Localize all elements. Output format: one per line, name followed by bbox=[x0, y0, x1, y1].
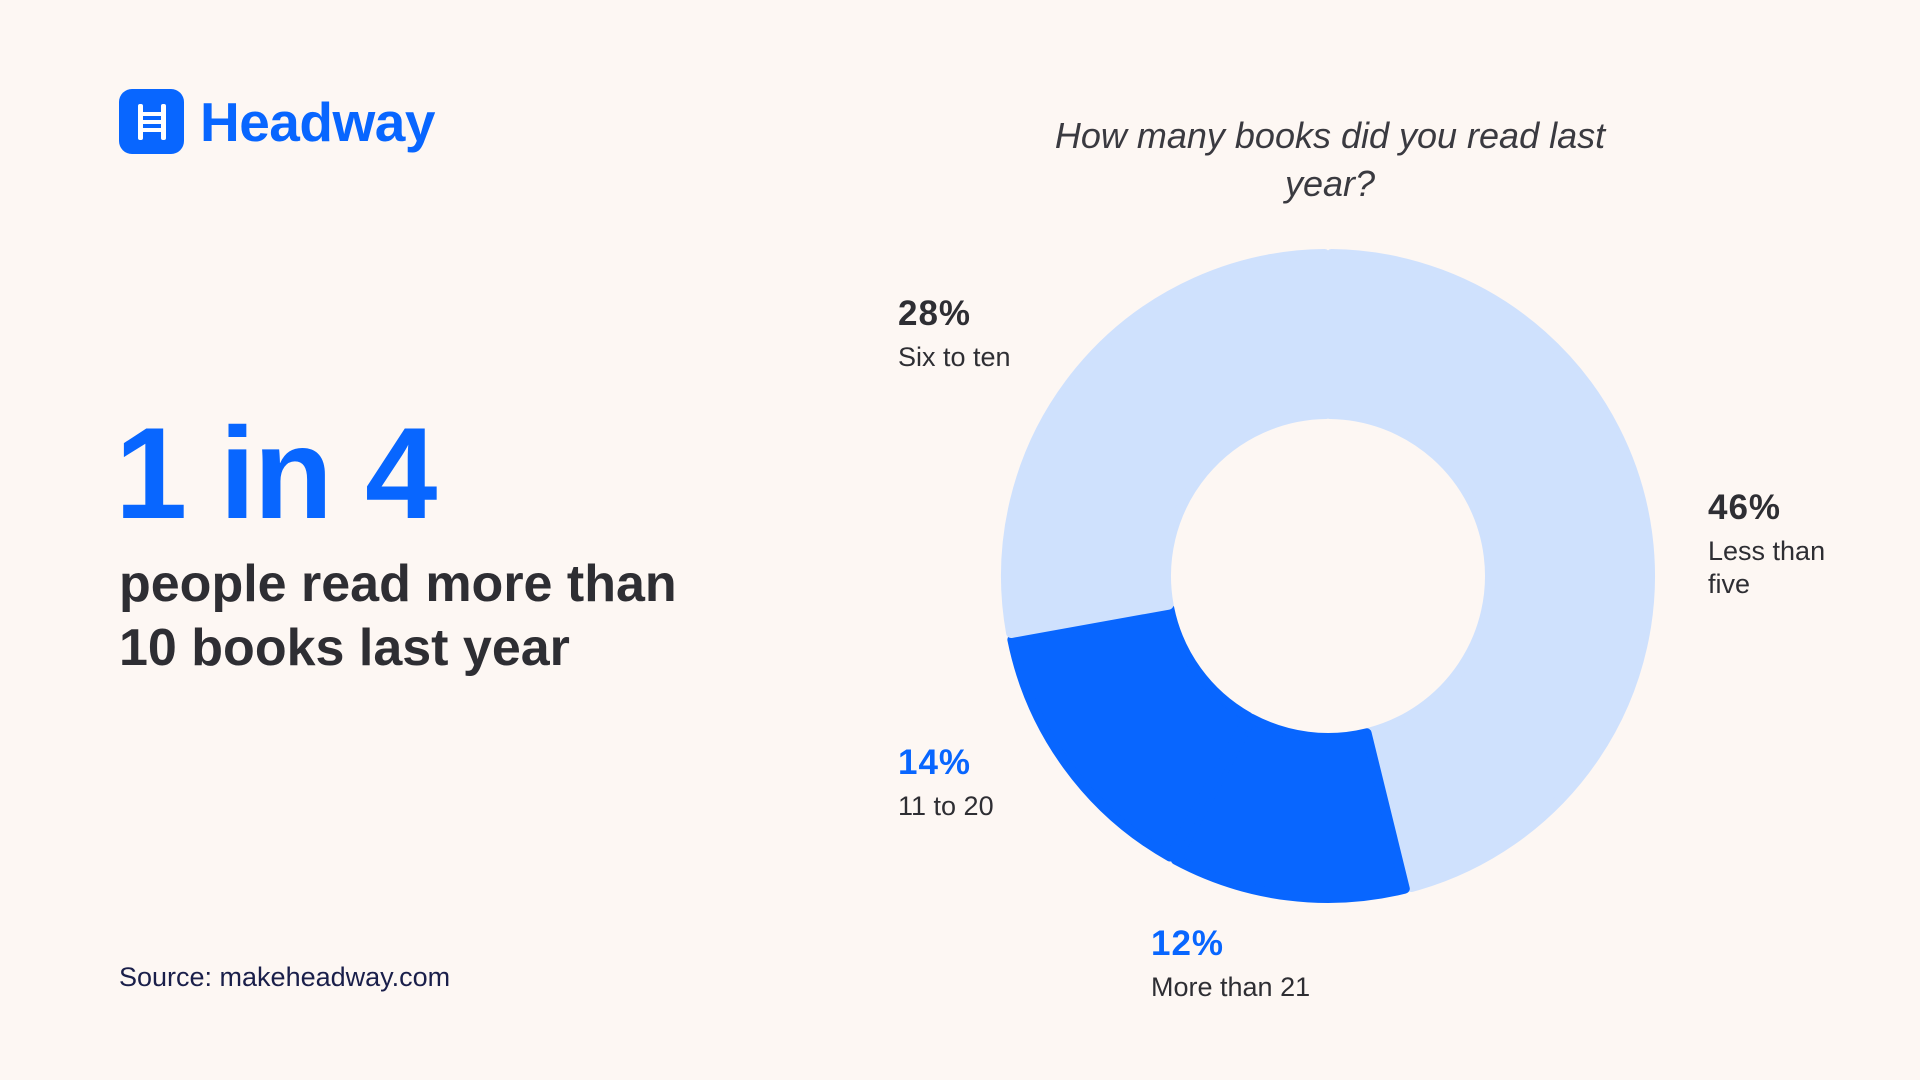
slice-percent: 14% bbox=[898, 743, 972, 782]
slice-label-less-than-five: 46% Less than five bbox=[1708, 490, 1848, 601]
slice-category: 11 to 20 bbox=[898, 791, 994, 821]
slice-category: Less than five bbox=[1708, 536, 1826, 599]
slice-percent: 12% bbox=[1151, 924, 1225, 963]
headline-stat: 1 in 4 bbox=[115, 400, 437, 546]
brand-name: Headway bbox=[200, 90, 435, 153]
donut-slice-six-to-ten bbox=[1001, 249, 1332, 639]
slice-category: More than 21 bbox=[1151, 972, 1311, 1002]
donut-slice-more-than-21 bbox=[1170, 713, 1410, 903]
headline-caption: people read more than 10 books last year bbox=[119, 552, 759, 680]
donut-slice-less-than-five bbox=[1324, 249, 1655, 893]
slice-label-11-to-20: 14% 11 to 20 bbox=[898, 745, 994, 823]
chart-title: How many books did you read last year? bbox=[1054, 115, 1606, 204]
slice-category: Six to ten bbox=[898, 342, 1011, 372]
headline-caption-line2: 10 books last year bbox=[119, 619, 570, 677]
slice-label-six-to-ten: 28% Six to ten bbox=[898, 296, 1011, 374]
slice-percent: 28% bbox=[898, 294, 972, 333]
source-credit: Source: makeheadway.com bbox=[119, 962, 451, 992]
slice-percent: 46% bbox=[1708, 488, 1782, 527]
ladder-book-icon bbox=[119, 89, 184, 154]
headline-caption-line1: people read more than bbox=[119, 555, 677, 613]
donut-slice-11-to-20 bbox=[1007, 603, 1254, 862]
brand-logo: Headway bbox=[119, 89, 435, 154]
slice-label-more-than-21: 12% More than 21 bbox=[1151, 926, 1310, 1004]
